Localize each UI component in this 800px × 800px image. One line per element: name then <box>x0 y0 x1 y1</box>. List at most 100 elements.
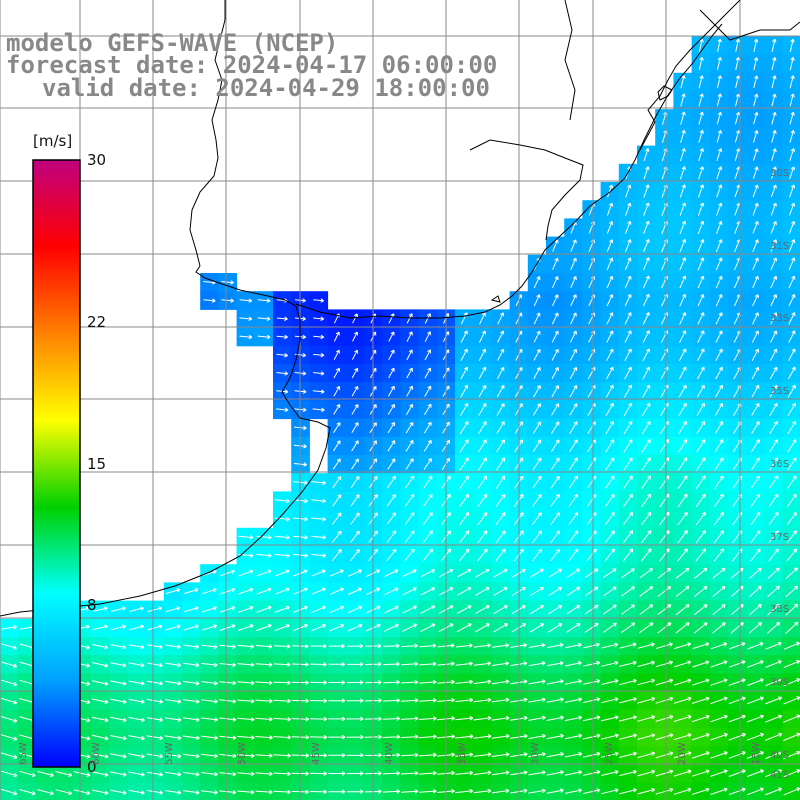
wind-arrow <box>785 621 799 634</box>
wind-arrow <box>477 493 488 507</box>
wind-arrow <box>601 660 619 667</box>
wind-arrow <box>495 548 506 562</box>
wind-arrow <box>110 680 127 686</box>
wind-arrow <box>313 352 325 358</box>
wind-arrow <box>477 512 488 526</box>
wind-arrow <box>624 330 632 343</box>
wind-arrow <box>604 530 615 544</box>
wind-arrow <box>550 548 561 562</box>
wind-arrow <box>273 716 291 722</box>
wind-arrow <box>456 605 472 614</box>
wind-arrow <box>455 752 474 757</box>
wind-arrow <box>419 661 437 667</box>
wind-arrow <box>770 275 778 289</box>
wind-arrow <box>220 606 236 613</box>
wind-arrow <box>239 316 253 322</box>
wind-arrow <box>675 604 690 616</box>
wind-arrow <box>680 148 686 162</box>
wind-arrow <box>328 716 346 722</box>
wind-arrow <box>276 407 289 413</box>
wind-arrow <box>310 716 328 722</box>
wind-arrow <box>710 642 728 650</box>
wind-arrow <box>110 624 126 631</box>
wind-arrow <box>164 680 182 686</box>
wind-arrow <box>533 330 541 343</box>
longitude-label: 55W <box>163 742 175 765</box>
coast-line <box>657 85 673 101</box>
latitude-label: 38S <box>770 604 790 615</box>
wind-arrow <box>546 788 564 794</box>
wind-arrow <box>583 642 600 649</box>
wind-arrow <box>182 735 200 741</box>
wind-arrow <box>418 752 437 758</box>
wind-arrow <box>695 511 706 526</box>
wind-arrow <box>768 457 779 471</box>
wind-arrow <box>655 715 674 722</box>
wind-arrow <box>715 257 723 271</box>
wind-arrow <box>146 662 163 668</box>
wind-arrow <box>1 734 18 741</box>
wind-arrow <box>475 605 490 615</box>
wind-arrow <box>765 732 783 741</box>
wind-arrow <box>566 604 581 615</box>
wind-arrow <box>200 753 219 759</box>
wind-arrow <box>607 184 614 198</box>
wind-arrow <box>643 202 650 216</box>
wind-arrow <box>110 716 127 723</box>
wind-arrow <box>606 348 614 361</box>
wind-arrow <box>548 568 562 578</box>
wind-arrow <box>655 733 674 741</box>
wind-arrow <box>691 733 710 741</box>
wind-arrow <box>333 331 340 342</box>
wind-arrow <box>771 57 777 71</box>
wind-arrow <box>495 493 506 507</box>
wind-arrow <box>625 202 632 216</box>
wind-arrow <box>423 458 432 470</box>
wind-arrow <box>456 587 472 596</box>
wind-arrow <box>769 384 778 398</box>
wind-arrow <box>637 696 656 704</box>
wind-arrow <box>237 789 255 795</box>
wind-arrow <box>639 622 654 634</box>
wind-arrow <box>550 475 560 489</box>
wind-arrow <box>783 787 800 796</box>
wind-arrow <box>622 493 633 508</box>
wind-arrow <box>789 38 795 53</box>
wind-arrow <box>532 457 542 471</box>
wind-arrow <box>219 771 237 777</box>
wind-arrow <box>637 787 656 795</box>
wind-arrow <box>640 530 652 544</box>
wind-arrow <box>714 457 724 471</box>
wind-arrow <box>1 752 18 759</box>
wind-arrow <box>128 753 145 759</box>
wind-arrow <box>532 475 542 489</box>
wind-arrow <box>679 166 686 180</box>
wind-arrow <box>566 586 581 597</box>
wind-arrow <box>496 439 505 453</box>
wind-arrow <box>405 421 414 434</box>
wind-arrow <box>655 660 674 668</box>
wind-arrow <box>788 220 796 234</box>
wind-arrow <box>728 660 746 668</box>
wind-arrow <box>400 698 419 703</box>
wind-arrow <box>1 716 18 723</box>
wind-arrow <box>752 184 759 198</box>
wind-arrow <box>678 402 687 416</box>
wind-arrow <box>786 493 797 508</box>
wind-arrow <box>256 553 272 558</box>
wind-arrow <box>459 512 470 526</box>
wind-arrow <box>220 569 235 577</box>
wind-arrow <box>787 402 796 416</box>
wind-arrow <box>382 734 401 740</box>
wind-arrow <box>383 643 400 649</box>
wind-arrow <box>401 661 419 667</box>
wind-arrow <box>531 548 542 562</box>
wind-arrow <box>624 348 632 362</box>
wind-arrow <box>491 788 510 794</box>
wind-arrow <box>606 257 614 271</box>
wind-arrow <box>1 788 18 796</box>
wind-arrow <box>346 771 364 776</box>
wind-arrow <box>641 439 651 453</box>
wind-arrow <box>623 384 632 398</box>
